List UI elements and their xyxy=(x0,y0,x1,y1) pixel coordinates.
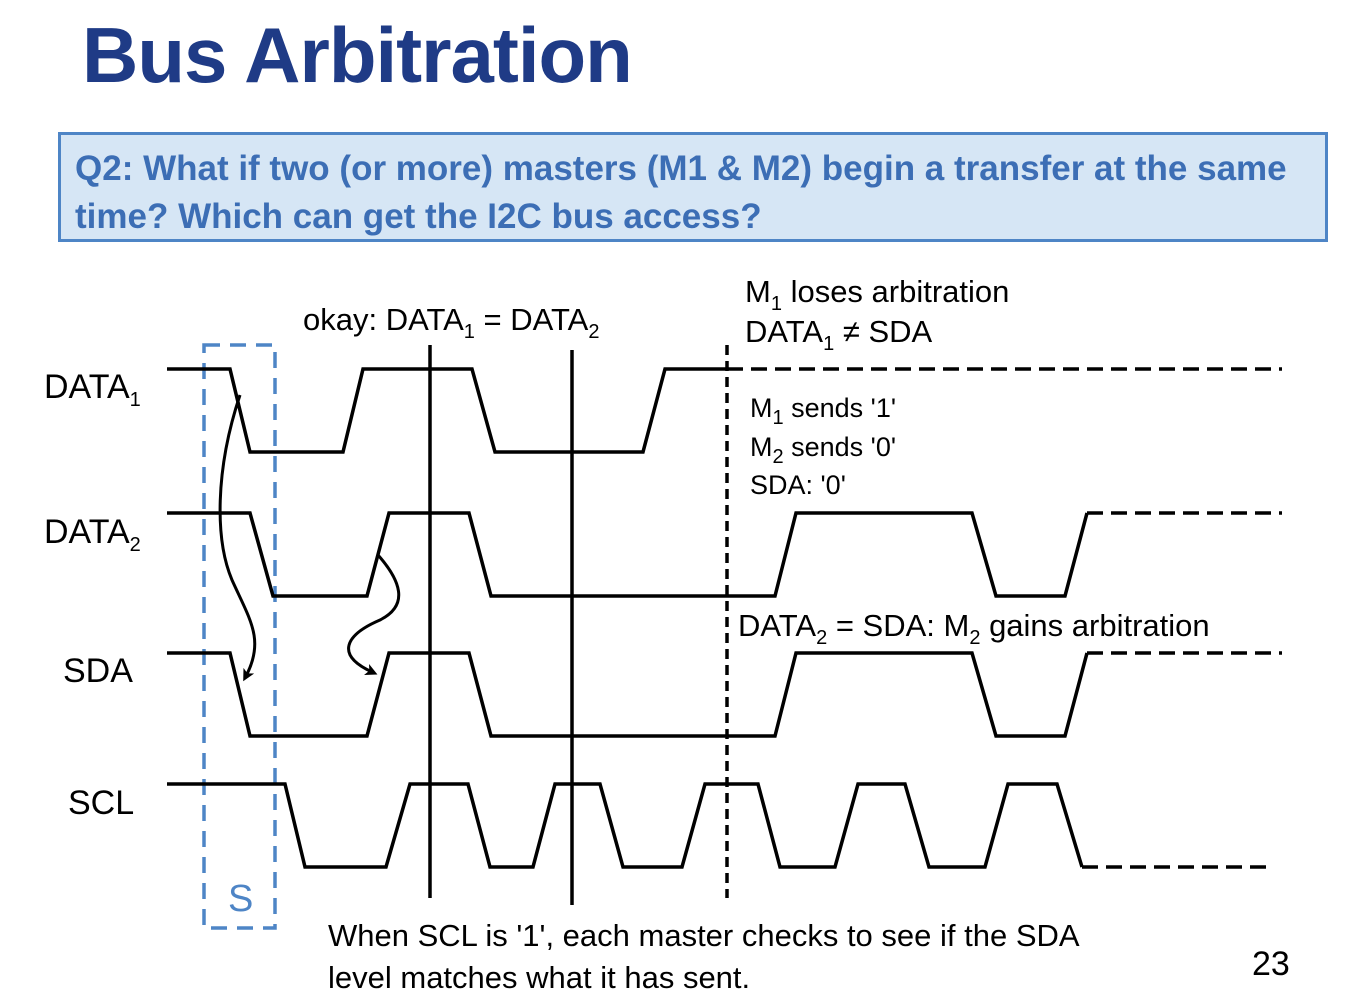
arrow-data2-to-sda xyxy=(347,554,401,675)
waveform-scl xyxy=(167,782,1084,869)
arrow-data1-to-sda xyxy=(218,394,257,682)
slide-title: Bus Arbitration xyxy=(82,11,633,99)
question-text: Q2: What if two (or more) masters (M1 & … xyxy=(75,149,1287,236)
okay-note: okay: DATA1 = DATA2 xyxy=(303,302,599,343)
lose-note-line2: DATA1 ≠ SDA xyxy=(745,314,933,355)
m1-sends-note: M1 sends '1' xyxy=(750,393,896,429)
start-label: S xyxy=(228,878,253,920)
lose-note-line1: M1 loses arbitration xyxy=(745,274,1009,315)
label-scl: SCL xyxy=(68,784,134,822)
m2-sends-note: M2 sends '0' xyxy=(750,432,896,468)
sda-value-note: SDA: '0' xyxy=(750,470,846,500)
label-sda: SDA xyxy=(63,652,133,690)
waveform-data1 xyxy=(167,367,727,454)
footer-note: When SCL is '1', each master checks to s… xyxy=(328,918,1078,995)
question-box: Q2: What if two (or more) masters (M1 & … xyxy=(58,132,1328,242)
waveform-sda xyxy=(167,651,1089,738)
waveform-data2 xyxy=(167,511,1089,598)
gain-note: DATA2 = SDA: M2 gains arbitration xyxy=(738,608,1210,649)
label-data2: DATA2 xyxy=(44,513,141,556)
page-number: 23 xyxy=(1252,945,1290,983)
start-condition-box xyxy=(202,343,277,930)
label-data1: DATA1 xyxy=(44,368,141,411)
